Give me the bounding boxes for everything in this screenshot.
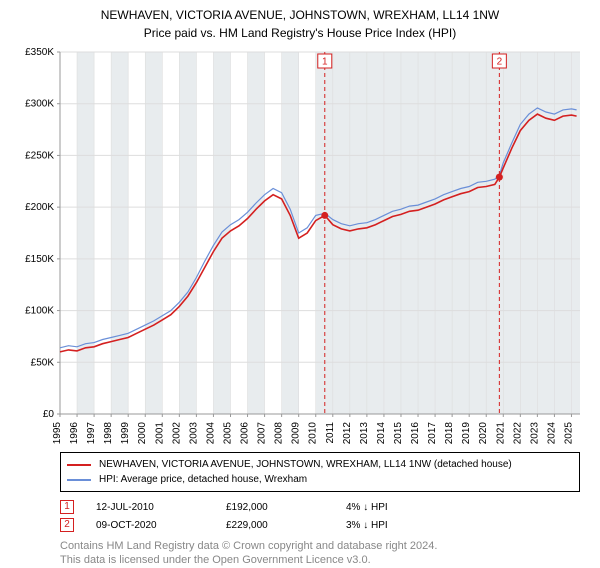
svg-text:2012: 2012 xyxy=(342,422,353,444)
svg-text:2004: 2004 xyxy=(205,422,216,444)
svg-text:2020: 2020 xyxy=(478,422,489,444)
svg-text:2024: 2024 xyxy=(546,422,557,444)
svg-text:2013: 2013 xyxy=(359,422,370,444)
svg-text:2017: 2017 xyxy=(427,422,438,444)
svg-text:1995: 1995 xyxy=(52,422,63,444)
svg-text:2023: 2023 xyxy=(529,422,540,444)
svg-text:1996: 1996 xyxy=(69,422,80,444)
svg-text:£250K: £250K xyxy=(25,150,54,161)
svg-text:2014: 2014 xyxy=(376,422,387,444)
svg-text:2025: 2025 xyxy=(563,422,574,444)
svg-text:2003: 2003 xyxy=(188,422,199,444)
legend: NEWHAVEN, VICTORIA AVENUE, JOHNSTOWN, WR… xyxy=(60,452,580,492)
chart: £0 £50K £100K £150K £200K £250K £300K £350K 1995… xyxy=(8,46,592,444)
svg-text:1998: 1998 xyxy=(103,422,114,444)
svg-text:£0: £0 xyxy=(43,409,55,420)
svg-text:£50K: £50K xyxy=(31,357,55,368)
marker-badge-2: 2 xyxy=(60,518,74,532)
svg-text:2016: 2016 xyxy=(410,422,421,444)
chart-title-line1: NEWHAVEN, VICTORIA AVENUE, JOHNSTOWN, WR… xyxy=(8,8,592,22)
svg-text:1999: 1999 xyxy=(120,422,131,444)
svg-text:2008: 2008 xyxy=(274,422,285,444)
svg-text:2010: 2010 xyxy=(308,422,319,444)
sale-price: £192,000 xyxy=(226,498,346,516)
svg-text:2001: 2001 xyxy=(154,422,165,444)
svg-text:1: 1 xyxy=(322,57,328,68)
svg-text:2019: 2019 xyxy=(461,422,472,444)
svg-text:£200K: £200K xyxy=(25,202,54,213)
marker-badge-1: 1 xyxy=(60,500,74,514)
chart-title-line2: Price paid vs. HM Land Registry's House … xyxy=(8,26,592,40)
legend-swatch-property xyxy=(67,464,91,466)
table-row: 2 09-OCT-2020 £229,000 3% ↓ HPI xyxy=(60,516,580,534)
svg-text:2000: 2000 xyxy=(137,422,148,444)
legend-row-hpi: HPI: Average price, detached house, Wrex… xyxy=(67,472,573,487)
svg-text:2005: 2005 xyxy=(222,422,233,444)
svg-text:2009: 2009 xyxy=(291,422,302,444)
sales-table: 1 12-JUL-2010 £192,000 4% ↓ HPI 2 09-OCT… xyxy=(60,498,580,534)
svg-text:2006: 2006 xyxy=(240,422,251,444)
sale-date: 09-OCT-2020 xyxy=(96,516,226,534)
sale-change: 3% ↓ HPI xyxy=(346,516,580,534)
svg-text:2007: 2007 xyxy=(257,422,268,444)
svg-text:£150K: £150K xyxy=(25,254,54,265)
svg-text:2015: 2015 xyxy=(393,422,404,444)
legend-row-property: NEWHAVEN, VICTORIA AVENUE, JOHNSTOWN, WR… xyxy=(67,457,573,472)
svg-text:2018: 2018 xyxy=(444,422,455,444)
svg-text:2022: 2022 xyxy=(512,422,523,444)
legend-label-hpi: HPI: Average price, detached house, Wrex… xyxy=(99,474,307,485)
svg-text:£300K: £300K xyxy=(25,99,54,110)
sale-date: 12-JUL-2010 xyxy=(96,498,226,516)
svg-text:2011: 2011 xyxy=(325,422,336,444)
svg-text:1997: 1997 xyxy=(86,422,97,444)
copyright: Contains HM Land Registry data © Crown c… xyxy=(60,540,592,568)
copyright-line1: Contains HM Land Registry data © Crown c… xyxy=(60,540,592,554)
table-row: 1 12-JUL-2010 £192,000 4% ↓ HPI xyxy=(60,498,580,516)
sale-change: 4% ↓ HPI xyxy=(346,498,580,516)
svg-text:2021: 2021 xyxy=(495,422,506,444)
legend-swatch-hpi xyxy=(67,479,91,481)
svg-text:£100K: £100K xyxy=(25,306,54,317)
sale-price: £229,000 xyxy=(226,516,346,534)
svg-text:£350K: £350K xyxy=(25,47,54,58)
chart-svg: £0 £50K £100K £150K £200K £250K £300K £350K 1995… xyxy=(8,46,592,444)
copyright-line2: This data is licensed under the Open Gov… xyxy=(60,554,592,568)
svg-text:2: 2 xyxy=(497,57,503,68)
legend-label-property: NEWHAVEN, VICTORIA AVENUE, JOHNSTOWN, WR… xyxy=(99,459,512,470)
svg-text:2002: 2002 xyxy=(171,422,182,444)
